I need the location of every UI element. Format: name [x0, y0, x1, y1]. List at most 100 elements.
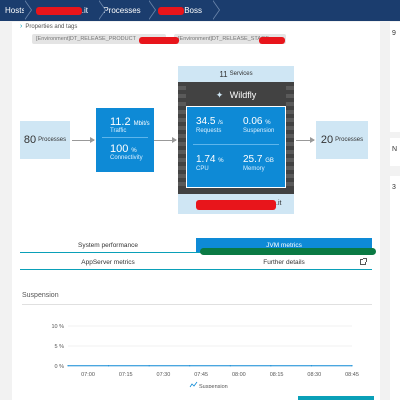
cpu-number: 1.74: [196, 154, 216, 165]
tab-system-performance-label: System performance: [78, 241, 138, 249]
called-processes-count: 20: [320, 134, 334, 146]
wildfly-process-box[interactable]: ✦ Wildfly 34.5 /s Requests 0.06 % Suspen…: [178, 82, 294, 214]
redaction-mark: [36, 6, 82, 15]
services-count[interactable]: 11 Services: [178, 66, 294, 82]
x-tick-label: 08:30: [307, 372, 321, 378]
annotation-mark: [200, 248, 376, 255]
tab-appserver-metrics-label: AppServer metrics: [81, 258, 135, 266]
process-name: Wildfly: [229, 90, 257, 100]
x-tick-label: 07:45: [194, 372, 208, 378]
data-point: [229, 365, 231, 367]
frame-edge: [286, 86, 294, 190]
process-metrics: 34.5 /s Requests 0.06 % Suspension 1.74 …: [186, 106, 286, 188]
tag-release-stage[interactable]: [Environment]DT_RELEASE_STAGE: [174, 34, 286, 44]
action-button[interactable]: [298, 396, 374, 400]
services-count-value: 11: [219, 69, 228, 79]
connectivity-value: 100 %: [110, 143, 137, 155]
arrow-right-icon: [154, 137, 177, 143]
breadcrumb-hosts[interactable]: Hosts: [0, 0, 32, 21]
memory-unit: GB: [265, 158, 274, 164]
data-point: [67, 365, 69, 367]
connectivity-unit: %: [131, 148, 137, 154]
called-processes-label: Processes: [335, 137, 364, 143]
x-tick-label: 07:00: [81, 372, 95, 378]
side-panel: 3: [390, 176, 400, 400]
cpu-value: 1.74 %: [196, 154, 224, 165]
tag-release-product-label: [Environment]DT_RELEASE_PRODUCT: [36, 36, 136, 42]
side-panel: N: [390, 138, 400, 166]
data-point: [351, 365, 353, 367]
requests-unit: /s: [218, 120, 223, 126]
connectivity-label: Connectivity: [110, 155, 143, 161]
data-point: [189, 365, 191, 367]
y-tick-label: 0 %: [55, 364, 65, 370]
suspension-value: 0.06 %: [243, 116, 271, 127]
x-tick-label: 08:15: [270, 372, 284, 378]
memory-label: Memory: [243, 166, 265, 172]
y-tick-label: 10 %: [51, 324, 64, 330]
chart-title: Suspension: [22, 292, 59, 299]
requests-label: Requests: [196, 128, 222, 134]
calling-processes-label: Processes: [38, 137, 67, 143]
process-title: ✦ Wildfly: [178, 90, 294, 101]
tag-release-product[interactable]: [Environment]DT_RELEASE_PRODUCT: [32, 34, 166, 44]
tab-system-performance[interactable]: System performance: [20, 238, 196, 253]
divider: [102, 137, 148, 138]
tab-appserver-metrics[interactable]: AppServer metrics: [20, 255, 196, 270]
breadcrumb-processes[interactable]: Processes: [98, 0, 156, 21]
cpu-unit: %: [218, 158, 224, 164]
x-tick-label: 08:45: [345, 372, 359, 378]
side-panel-text: N: [392, 146, 398, 153]
process-host-suffix: .it: [276, 200, 282, 207]
breadcrumb-host[interactable]: .it: [24, 0, 106, 21]
redaction-mark: [259, 37, 285, 44]
requests-number: 34.5: [196, 116, 216, 127]
divider: [193, 144, 279, 145]
services-count-label: Services: [229, 71, 253, 77]
tab-jvm-metrics-label: JVM metrics: [266, 241, 302, 249]
called-processes-box[interactable]: 20 Processes: [316, 121, 368, 159]
data-point: [270, 365, 272, 367]
requests-value: 34.5 /s: [196, 116, 223, 127]
network-traffic-box[interactable]: 11.2 Mbit/s Traffic 100 % Connectivity: [96, 108, 154, 172]
chevron-right-icon: ›: [20, 23, 23, 30]
legend-label: Suspension: [199, 384, 228, 388]
memory-number: 25.7: [243, 154, 263, 165]
data-point: [148, 365, 150, 367]
properties-label: Properties and tags: [25, 23, 78, 30]
breadcrumb-process-suffix: Boss: [184, 6, 202, 15]
traffic-value: 11.2 Mbit/s: [110, 116, 150, 128]
breadcrumb-process[interactable]: Boss: [148, 0, 220, 21]
properties-toggle[interactable]: › Properties and tags: [20, 23, 77, 30]
frame-edge: [178, 86, 186, 190]
traffic-number: 11.2: [110, 116, 131, 128]
suspension-chart[interactable]: 10 % 5 % 0 % 07:00 07:15 07:30 07:45 08:00 08:15…: [22, 318, 372, 388]
connectivity-number: 100: [110, 143, 129, 155]
data-point: [107, 365, 110, 367]
arrow-right-icon: [296, 137, 315, 143]
x-tick-label: 07:30: [157, 372, 171, 378]
redaction-mark: [158, 6, 185, 15]
breadcrumb-processes-label: Processes: [103, 6, 141, 15]
x-tick-label: 07:15: [119, 372, 133, 378]
data-point: [310, 365, 313, 367]
suspension-label: Suspension: [243, 128, 275, 134]
traffic-unit: Mbit/s: [133, 121, 150, 127]
suspension-unit: %: [265, 120, 271, 126]
redaction-mark: [196, 200, 276, 210]
divider: [22, 304, 372, 305]
breadcrumb: Hosts .it Processes Boss: [0, 0, 400, 21]
cpu-label: CPU: [196, 166, 209, 172]
tab-further-details[interactable]: Further details: [196, 255, 372, 270]
side-panel-text: 3: [392, 184, 396, 191]
memory-value: 25.7 GB: [243, 154, 274, 165]
legend-line-icon: [189, 381, 198, 388]
x-tick-label: 08:00: [232, 372, 246, 378]
tag-release-stage-label: [Environment]DT_RELEASE_STAGE: [178, 36, 269, 42]
tab-further-details-label: Further details: [263, 258, 305, 266]
traffic-label: Traffic: [110, 128, 127, 134]
suspension-number: 0.06: [243, 116, 263, 127]
calling-processes-box[interactable]: 80 Processes: [20, 121, 70, 159]
side-panel-text: 9: [392, 30, 396, 37]
breadcrumb-hosts-label: Hosts: [5, 6, 26, 15]
